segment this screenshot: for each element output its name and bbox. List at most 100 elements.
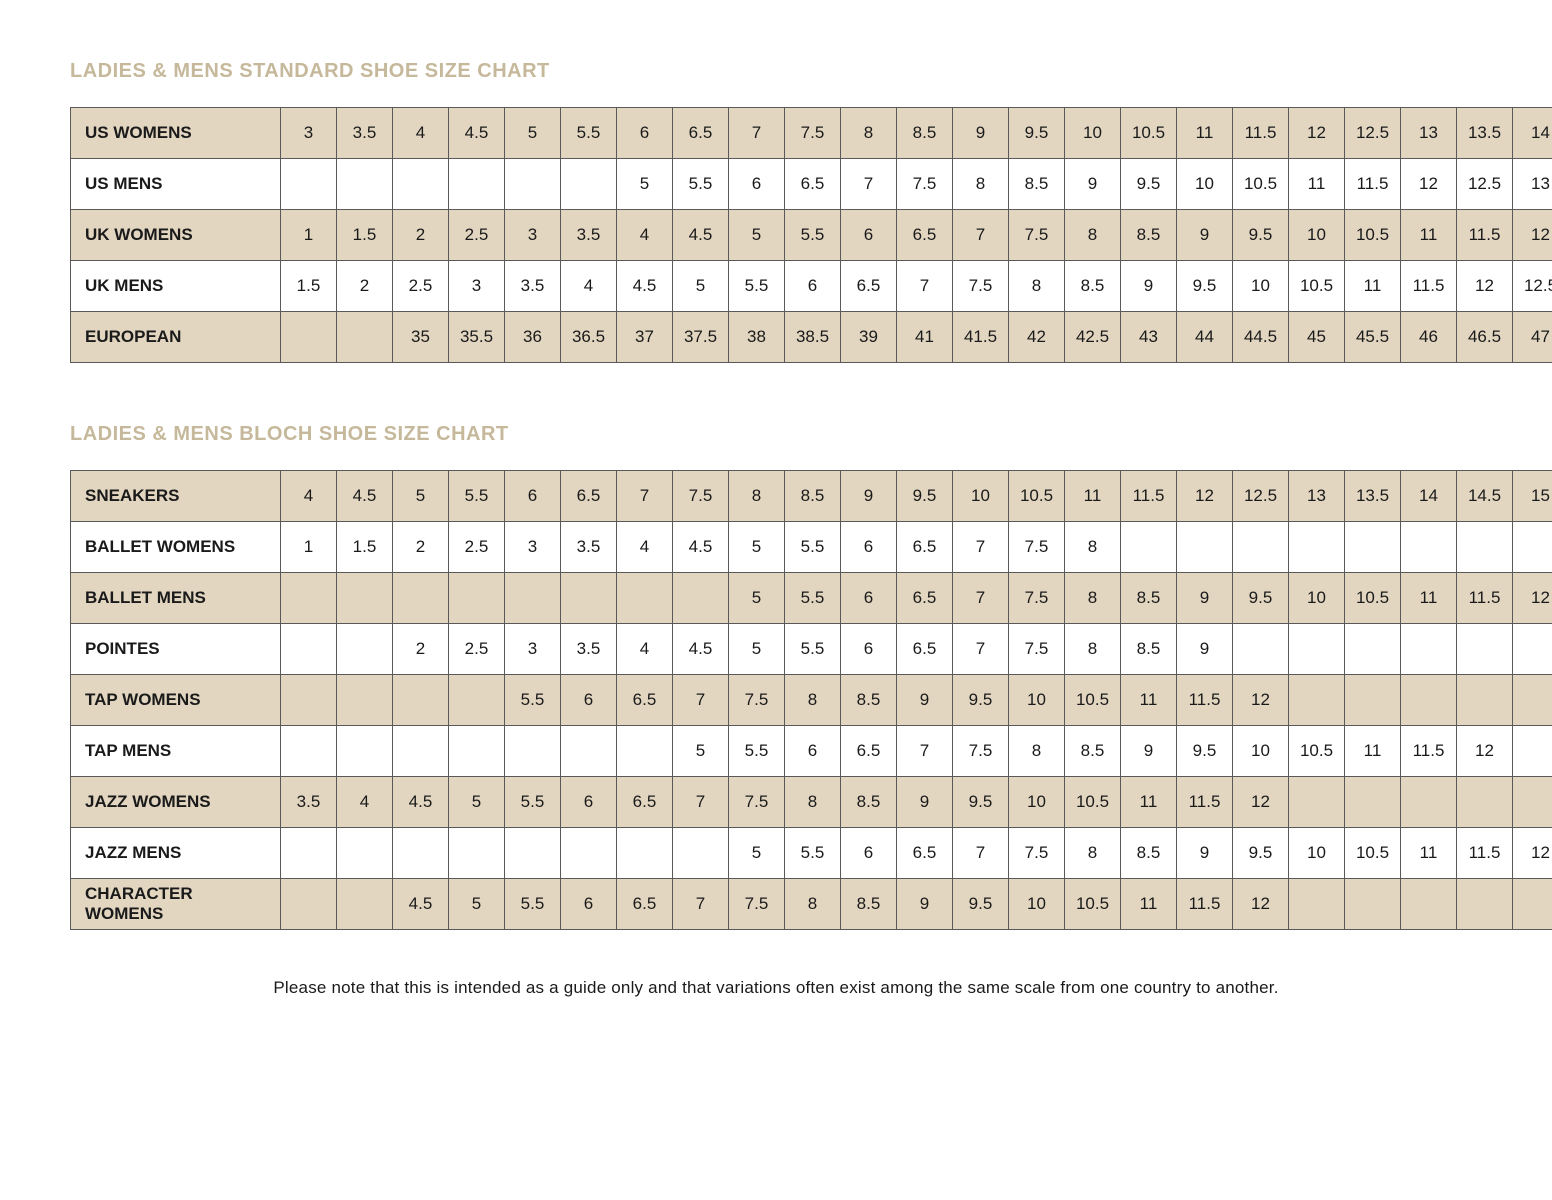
table-row: SNEAKERS44.555.566.577.588.599.51010.511… xyxy=(71,471,1552,522)
size-cell xyxy=(617,726,673,777)
size-cell: 44.5 xyxy=(1233,312,1289,363)
size-cell: 8 xyxy=(729,471,785,522)
size-cell: 11.5 xyxy=(1177,777,1233,828)
size-cell: 13.5 xyxy=(1457,108,1513,159)
size-cell: 10 xyxy=(953,471,1009,522)
size-cell xyxy=(1233,624,1289,675)
size-cell xyxy=(1513,624,1552,675)
bloch-size-chart: SNEAKERS44.555.566.577.588.599.51010.511… xyxy=(70,470,1552,930)
size-cell xyxy=(1289,522,1345,573)
size-cell: 9.5 xyxy=(1177,261,1233,312)
size-cell: 39 xyxy=(841,312,897,363)
row-label: BALLET WOMENS xyxy=(71,522,281,573)
size-cell: 7 xyxy=(953,828,1009,879)
size-cell xyxy=(1513,777,1552,828)
size-cell: 9 xyxy=(953,108,1009,159)
size-cell xyxy=(1289,879,1345,930)
size-cell xyxy=(1513,522,1552,573)
size-cell xyxy=(1401,675,1457,726)
size-cell: 10.5 xyxy=(1065,777,1121,828)
size-cell xyxy=(393,573,449,624)
size-cell xyxy=(505,828,561,879)
size-cell xyxy=(1289,675,1345,726)
size-cell: 8.5 xyxy=(1121,828,1177,879)
size-cell xyxy=(281,879,337,930)
size-cell: 37 xyxy=(617,312,673,363)
size-cell: 6 xyxy=(841,210,897,261)
size-cell xyxy=(1345,522,1401,573)
size-cell xyxy=(1457,675,1513,726)
size-cell: 4 xyxy=(393,108,449,159)
size-cell: 6 xyxy=(785,726,841,777)
table-row: JAZZ MENS55.566.577.588.599.51010.51111.… xyxy=(71,828,1552,879)
size-cell: 13.5 xyxy=(1345,471,1401,522)
size-cell: 6 xyxy=(505,471,561,522)
table-row: TAP MENS55.566.577.588.599.51010.51111.5… xyxy=(71,726,1552,777)
row-label: US MENS xyxy=(71,159,281,210)
size-cell: 8.5 xyxy=(841,879,897,930)
size-cell: 7.5 xyxy=(673,471,729,522)
size-cell: 5.5 xyxy=(505,777,561,828)
table-row: POINTES22.533.544.555.566.577.588.59 xyxy=(71,624,1552,675)
size-cell xyxy=(1401,879,1457,930)
size-cell: 6 xyxy=(561,777,617,828)
spacer xyxy=(70,363,1482,423)
size-cell xyxy=(561,726,617,777)
size-cell xyxy=(505,159,561,210)
size-cell: 10 xyxy=(1289,828,1345,879)
row-label: JAZZ WOMENS xyxy=(71,777,281,828)
size-cell: 5.5 xyxy=(785,573,841,624)
size-cell: 12 xyxy=(1401,159,1457,210)
size-cell: 11.5 xyxy=(1345,159,1401,210)
size-cell: 6.5 xyxy=(897,210,953,261)
size-cell: 4 xyxy=(617,522,673,573)
table-row: CHARACTERWOMENS4.555.566.577.588.599.510… xyxy=(71,879,1552,930)
table-row: BALLET MENS55.566.577.588.599.51010.5111… xyxy=(71,573,1552,624)
table-row: JAZZ WOMENS3.544.555.566.577.588.599.510… xyxy=(71,777,1552,828)
size-cell: 11.5 xyxy=(1233,108,1289,159)
size-cell xyxy=(281,624,337,675)
size-cell xyxy=(1121,522,1177,573)
size-cell: 1.5 xyxy=(337,522,393,573)
size-cell: 12 xyxy=(1513,210,1552,261)
size-cell: 3 xyxy=(449,261,505,312)
size-cell: 9.5 xyxy=(1233,828,1289,879)
size-cell: 4 xyxy=(617,210,673,261)
size-cell xyxy=(617,828,673,879)
size-cell: 2 xyxy=(393,210,449,261)
size-cell: 10 xyxy=(1289,573,1345,624)
size-cell: 12.5 xyxy=(1233,471,1289,522)
size-cell xyxy=(337,624,393,675)
size-cell xyxy=(1401,777,1457,828)
size-cell xyxy=(337,312,393,363)
size-cell xyxy=(673,828,729,879)
size-cell: 8.5 xyxy=(1121,624,1177,675)
size-cell: 2.5 xyxy=(449,210,505,261)
size-cell: 7 xyxy=(953,522,1009,573)
size-cell xyxy=(1401,522,1457,573)
size-cell: 5 xyxy=(729,573,785,624)
size-cell: 4 xyxy=(281,471,337,522)
size-cell: 8 xyxy=(1009,726,1065,777)
size-cell: 8.5 xyxy=(897,108,953,159)
size-cell: 12 xyxy=(1233,879,1289,930)
size-cell xyxy=(1457,879,1513,930)
size-cell: 6.5 xyxy=(617,675,673,726)
size-cell: 8.5 xyxy=(841,675,897,726)
size-cell: 6.5 xyxy=(561,471,617,522)
size-cell: 12 xyxy=(1513,828,1552,879)
size-cell: 12 xyxy=(1457,261,1513,312)
size-cell: 8 xyxy=(785,777,841,828)
size-cell: 6.5 xyxy=(897,828,953,879)
size-cell: 13 xyxy=(1289,471,1345,522)
size-cell: 9 xyxy=(1177,210,1233,261)
size-cell: 9 xyxy=(897,879,953,930)
size-cell: 5.5 xyxy=(673,159,729,210)
size-cell: 7.5 xyxy=(1009,828,1065,879)
size-cell xyxy=(393,159,449,210)
size-cell: 45.5 xyxy=(1345,312,1401,363)
size-cell: 1.5 xyxy=(337,210,393,261)
size-cell: 11 xyxy=(1177,108,1233,159)
size-cell: 10 xyxy=(1177,159,1233,210)
size-cell: 7.5 xyxy=(897,159,953,210)
